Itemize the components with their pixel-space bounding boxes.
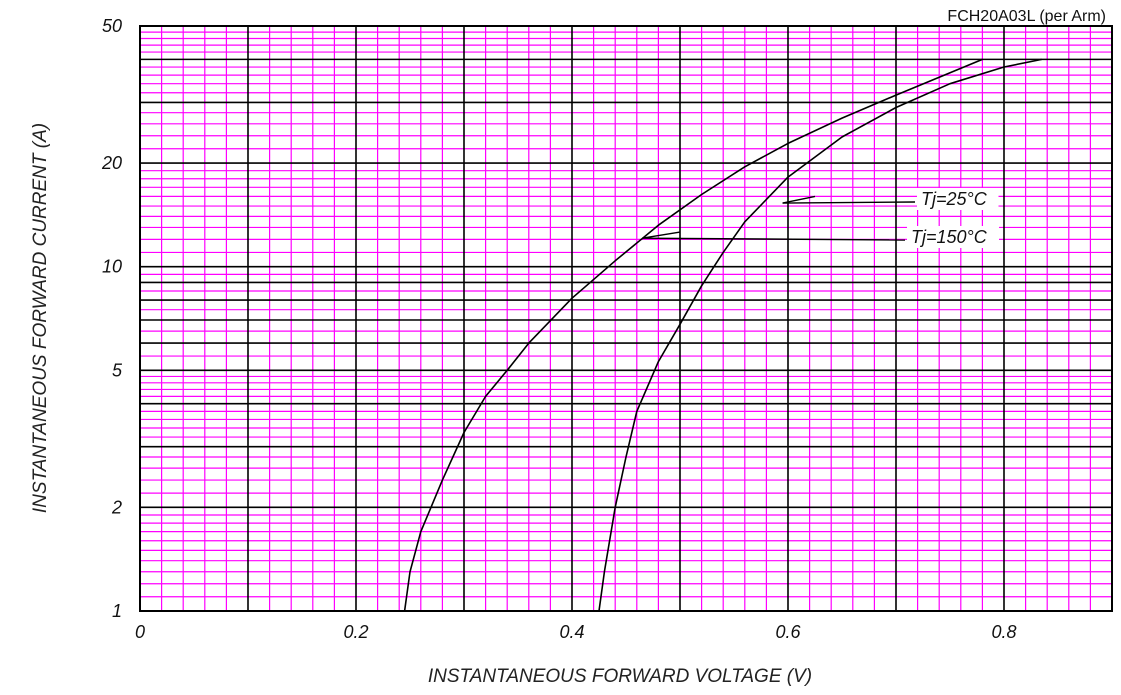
y-axis-title: INSTANTANEOUS FORWARD CURRENT (A) (30, 123, 51, 513)
plot-frame (139, 25, 1113, 612)
annotation-arrow (782, 195, 816, 204)
series-group (403, 58, 1042, 612)
y-tick-label: 2 (111, 497, 122, 517)
x-tick-label: 0.2 (343, 622, 368, 642)
x-tick-label: 0.6 (775, 622, 801, 642)
x-tick-label: 0.8 (991, 622, 1016, 642)
series-line-tj-25c (598, 58, 1042, 612)
y-tick-label: 10 (102, 257, 122, 277)
grid (140, 26, 1112, 611)
annotation-arrow (642, 231, 681, 239)
annotation-leader (782, 201, 916, 204)
x-tick-label: 0.4 (559, 622, 584, 642)
annotation-label: Tj=25°C (921, 189, 988, 209)
annotation-leader (642, 237, 906, 241)
annotation-label-bg (917, 188, 999, 210)
y-tick-label: 5 (112, 360, 123, 380)
annotation-label: Tj=150°C (911, 227, 988, 247)
y-tick-label: 20 (101, 153, 122, 173)
x-tick-label: 0 (135, 622, 145, 642)
y-tick-label: 50 (102, 16, 122, 36)
y-tick-label: 1 (112, 601, 122, 621)
tick-labels: 0 0.2 0.4 0.6 0.8 1 2 5 10 20 50 (101, 16, 1017, 642)
annotations: Tj=25°C Tj=150°C (642, 188, 999, 248)
x-axis-title: INSTANTANEOUS FORWARD VOLTAGE (V) (428, 666, 812, 687)
series-line-tj-150c (403, 58, 983, 612)
chart-title: FCH20A03L (per Arm) (947, 8, 1106, 25)
annotation-label-bg (907, 226, 999, 248)
